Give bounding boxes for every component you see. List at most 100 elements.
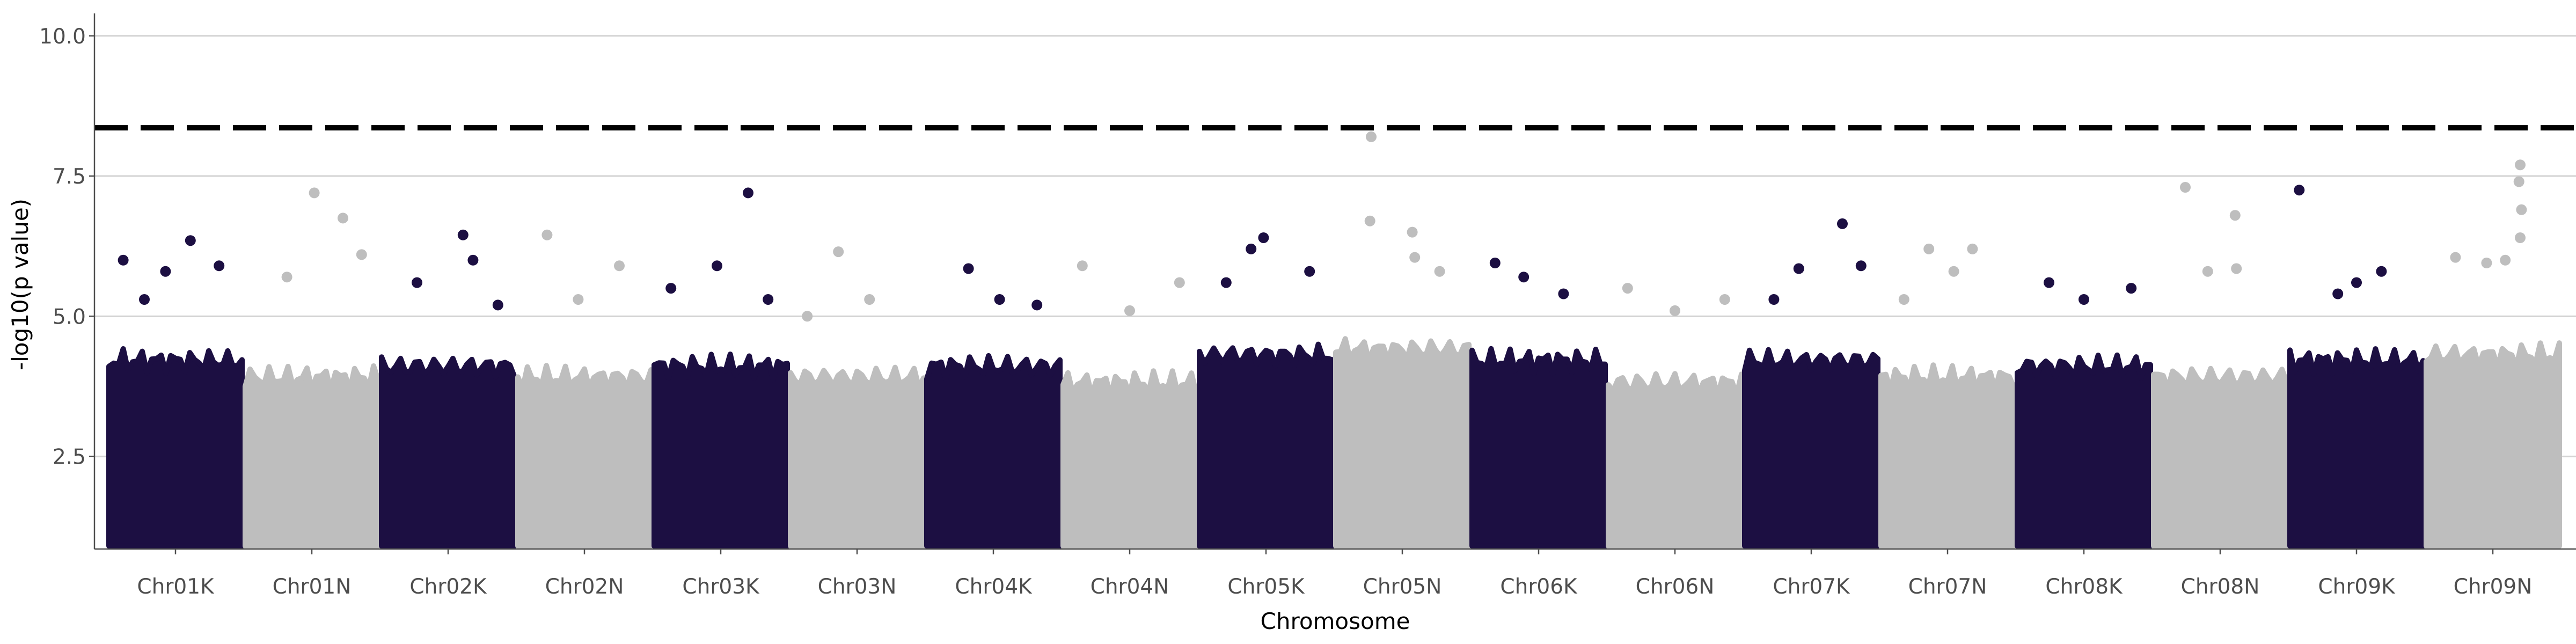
data-point (1407, 226, 1418, 238)
data-point (457, 229, 469, 240)
x-tick-label-chr05k: Chr05K (1227, 575, 1305, 599)
data-point (2126, 283, 2137, 294)
data-point (1837, 218, 1848, 229)
data-point (1948, 266, 1959, 277)
data-point (2294, 185, 2305, 196)
data-point (281, 272, 292, 283)
x-tick-label-chr06n: Chr06N (1636, 575, 1715, 599)
x-tick-label-chr02k: Chr02K (409, 575, 487, 599)
data-point (2515, 232, 2526, 243)
data-point (2500, 254, 2511, 266)
data-point (214, 260, 225, 272)
data-point (309, 187, 320, 199)
data-point (763, 294, 774, 305)
data-point (2516, 204, 2527, 215)
data-point (802, 311, 813, 322)
x-tick-label-chr01k: Chr01K (137, 575, 215, 599)
data-point (541, 229, 553, 240)
data-point (1258, 232, 1269, 243)
dense-band-chr03k (652, 352, 790, 549)
dense-band-chr09k (2287, 346, 2426, 549)
y-tick-label: 7.5 (53, 165, 86, 189)
data-point (2044, 277, 2054, 288)
data-point (412, 277, 422, 288)
data-point (1923, 243, 1935, 254)
dense-band-chr06n (1606, 371, 1744, 549)
dense-band-chr01n (243, 363, 381, 549)
data-point (1719, 294, 1730, 305)
dense-band-chr02n (515, 363, 654, 549)
data-point (1670, 305, 1680, 316)
data-point (1898, 294, 1909, 305)
data-point (1518, 272, 1529, 283)
x-tick-label-chr04n: Chr04N (1091, 575, 1169, 599)
data-point (2231, 263, 2242, 274)
data-point (1434, 266, 1445, 277)
x-tick-label-chr03n: Chr03N (818, 575, 897, 599)
data-point (1855, 260, 1867, 272)
data-point (2515, 159, 2526, 171)
data-point (743, 187, 753, 199)
data-point (1124, 305, 1135, 316)
data-point (467, 254, 479, 266)
dense-band-chr06k (1469, 346, 1608, 549)
data-point (2229, 210, 2241, 221)
data-point (1409, 252, 1421, 263)
data-point (1366, 131, 1377, 142)
data-point (2351, 277, 2362, 288)
x-tick-label-chr03k: Chr03K (682, 575, 760, 599)
y-tick-label: 2.5 (53, 445, 86, 470)
data-point (1489, 258, 1501, 268)
data-point (2481, 258, 2492, 268)
data-point (833, 246, 844, 258)
data-point (118, 254, 129, 266)
data-point (1304, 266, 1315, 277)
dense-band-chr05n (1333, 336, 1472, 549)
y-axis-title: -log10(p value) (7, 199, 33, 370)
data-point (2332, 288, 2344, 299)
data-point (160, 266, 171, 277)
data-points (118, 131, 2527, 322)
y-tick-labels: 2.5 5.0 7.5 10.0 (39, 25, 94, 470)
dense-band-chr04k (924, 353, 1063, 549)
data-point (1558, 288, 1569, 299)
data-point (994, 294, 1005, 305)
data-point (139, 294, 150, 305)
dense-band-chr03n (788, 364, 926, 549)
data-point (2079, 294, 2089, 305)
data-point (356, 249, 367, 260)
data-point (864, 294, 875, 305)
x-tick-label-chr05n: Chr05N (1363, 575, 1442, 599)
data-point (573, 294, 584, 305)
y-tick-label: 5.0 (53, 305, 86, 329)
x-tick-label-chr04k: Chr04K (955, 575, 1033, 599)
x-tick-label-chr07k: Chr07K (1773, 575, 1850, 599)
dense-point-bands (106, 336, 2562, 549)
x-tick-label-chr01n: Chr01N (273, 575, 352, 599)
data-point (185, 235, 196, 246)
dense-band-chr04n (1060, 368, 1199, 549)
data-point (2376, 266, 2387, 277)
dense-band-chr02k (379, 354, 517, 549)
data-point (1174, 277, 1185, 288)
data-point (665, 283, 677, 294)
data-point (1246, 243, 1257, 254)
dense-band-chr08n (2151, 365, 2289, 549)
dense-band-chr08k (2015, 352, 2153, 549)
x-tick-label-chr08k: Chr08K (2045, 575, 2123, 599)
axes (93, 13, 2576, 550)
x-tick-label-chr02n: Chr02N (545, 575, 624, 599)
x-tick-labels: Chr01K Chr01N Chr02K Chr02N Chr03K Chr03N Chr0… (137, 549, 2532, 599)
data-point (1793, 263, 1804, 274)
x-tick-label-chr09n: Chr09N (2454, 575, 2533, 599)
y-tick-label: 10.0 (39, 25, 86, 49)
dense-band-chr01k (106, 346, 245, 549)
data-point (614, 260, 625, 272)
data-point (963, 263, 974, 274)
dense-band-chr05k (1197, 341, 1335, 549)
dense-band-chr07n (1878, 362, 2017, 549)
x-axis-title: Chromosome (1261, 608, 1410, 634)
data-point (712, 260, 722, 272)
data-point (1364, 215, 1375, 226)
